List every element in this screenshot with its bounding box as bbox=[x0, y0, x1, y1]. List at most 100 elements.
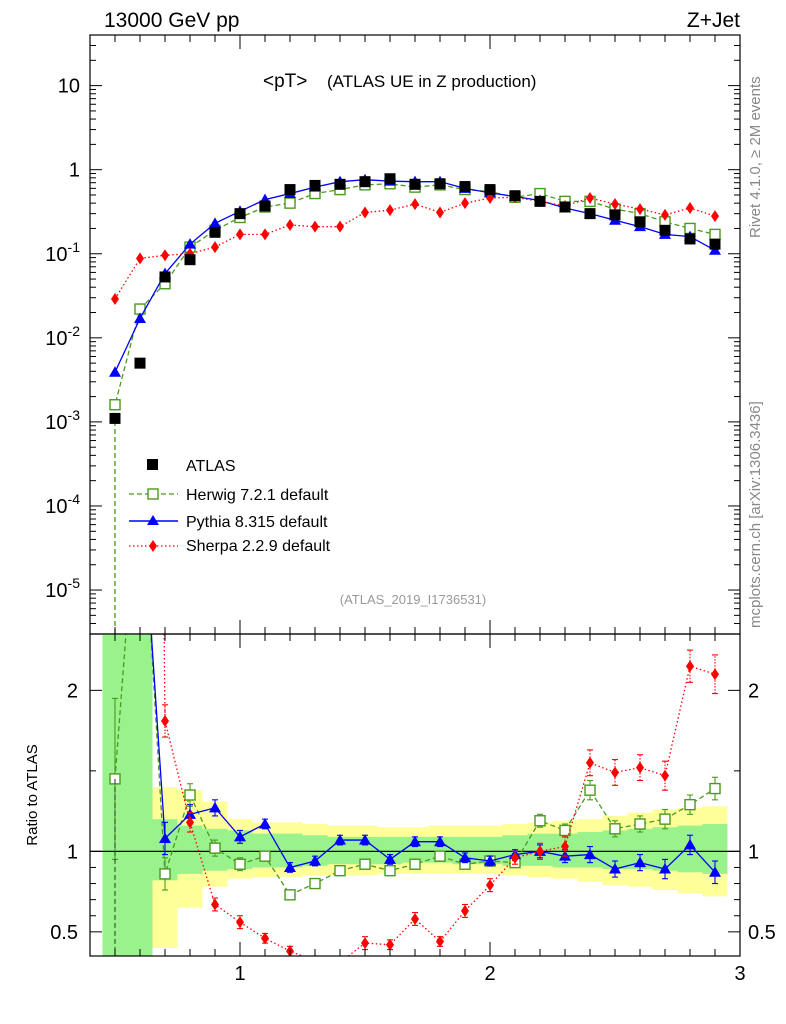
pythia-ratio-point bbox=[634, 856, 646, 868]
main-ytick-label: 10 bbox=[58, 76, 80, 98]
sherpa-ratio-point bbox=[536, 845, 544, 858]
ratio-ytick-label-right: 1 bbox=[748, 841, 759, 863]
herwig-ratio-point bbox=[234, 858, 246, 870]
atlas-data-point bbox=[584, 208, 596, 220]
pythia-ratio-point bbox=[659, 863, 671, 874]
energy-label: 13000 GeV pp bbox=[104, 9, 239, 32]
pythia-ratio-point bbox=[384, 853, 396, 864]
plot-title-sub: (ATLAS UE in Z production) bbox=[327, 72, 536, 91]
main-ytick-label: 10-2 bbox=[45, 323, 80, 350]
atlas-data-point bbox=[284, 184, 296, 196]
legend-marker-atlas bbox=[147, 459, 158, 470]
atlas-data-point bbox=[509, 190, 521, 202]
process-label: Z+Jet bbox=[687, 9, 740, 32]
legend-marker-herwig bbox=[147, 488, 159, 500]
sherpa-ratio-point bbox=[314, 954, 316, 956]
atlas-data-point bbox=[184, 254, 196, 266]
sherpa-ratio-point bbox=[636, 761, 644, 774]
atlas-data-point bbox=[234, 208, 246, 220]
herwig-ratio-point bbox=[634, 818, 646, 830]
sherpa-main-point bbox=[586, 192, 594, 205]
sherpa-ratio-point bbox=[386, 938, 394, 951]
herwig-ratio-point bbox=[609, 823, 621, 835]
main-axis-ticks: 10 1 10-1 10-2 10-3 10-4 10-5 bbox=[45, 34, 741, 635]
analysis-reference: (ATLAS_2019_I1736531) bbox=[340, 592, 486, 607]
sherpa-main-point bbox=[711, 210, 719, 223]
sherpa-main-point bbox=[461, 197, 469, 210]
ratio-ytick-label-left: 0.5 bbox=[50, 922, 78, 944]
sherpa-main-point bbox=[111, 292, 119, 305]
ratio-band-inner bbox=[127, 634, 153, 956]
sherpa-main-point bbox=[436, 206, 444, 219]
herwig-ratio-point bbox=[409, 858, 421, 870]
sherpa-ratio-point bbox=[586, 756, 594, 769]
sherpa-ratio-point bbox=[486, 879, 494, 892]
sherpa-ratio-point bbox=[261, 932, 269, 945]
main-ytick-label: 10-3 bbox=[45, 407, 80, 434]
sherpa-main-point bbox=[136, 252, 144, 265]
herwig-main-point bbox=[709, 228, 721, 241]
herwig-ratio-point bbox=[684, 798, 696, 811]
atlas-data-point bbox=[709, 238, 721, 250]
sherpa-main-point bbox=[611, 198, 619, 211]
pythia-ratio-point bbox=[584, 848, 596, 860]
ratio-xtick-label: 2 bbox=[484, 963, 495, 985]
main-ytick-label: 10-4 bbox=[45, 491, 80, 518]
sherpa-ratio-point bbox=[461, 904, 469, 917]
herwig-ratio-point bbox=[309, 877, 321, 890]
ratio-ytick-label-left: 2 bbox=[67, 680, 78, 702]
sherpa-ratio-point bbox=[661, 769, 669, 782]
pythia-ratio-point bbox=[209, 801, 221, 813]
atlas-data-point bbox=[384, 173, 396, 185]
sherpa-main-point bbox=[311, 220, 319, 233]
herwig-ratio-point bbox=[334, 864, 346, 877]
legend-label-herwig: Herwig 7.2.1 default bbox=[186, 487, 329, 504]
sherpa-ratio-point bbox=[411, 912, 419, 925]
sherpa-ratio-point bbox=[336, 956, 344, 968]
herwig-ratio-point bbox=[659, 813, 671, 825]
sherpa-ratio-point bbox=[561, 840, 569, 853]
pythia-ratio-point bbox=[409, 835, 421, 847]
ratio-xtick-label: 1 bbox=[234, 963, 245, 985]
herwig-ratio-point bbox=[434, 850, 446, 862]
atlas-data-point bbox=[259, 200, 271, 212]
ratio-xtick-label: 3 bbox=[734, 963, 745, 985]
herwig-ratio-point bbox=[159, 868, 171, 880]
sherpa-main-point bbox=[636, 203, 644, 216]
ratio-data-layer bbox=[90, 634, 740, 968]
ratio-ytick-label-right: 2 bbox=[748, 680, 759, 702]
legend-marker-pythia bbox=[147, 515, 159, 525]
ratio-frame bbox=[89, 633, 741, 957]
legend-label-sherpa: Sherpa 2.2.9 default bbox=[186, 538, 331, 555]
atlas-data-point bbox=[559, 201, 571, 213]
herwig-ratio-point bbox=[384, 864, 396, 877]
atlas-data-point bbox=[434, 178, 446, 190]
main-ytick-label: 1 bbox=[69, 160, 80, 182]
sherpa-main-point bbox=[211, 241, 219, 254]
atlas-data-point bbox=[109, 412, 121, 424]
pythia-main-point bbox=[209, 217, 221, 228]
ratio-panel: 1 2 30.5 0.51 12 2 Ratio to ATLAS bbox=[24, 633, 776, 985]
pythia-ratio-point bbox=[259, 817, 271, 829]
pythia-ratio-point bbox=[459, 851, 471, 863]
herwig-ratio-point bbox=[534, 815, 546, 827]
pythia-ratio-point bbox=[159, 832, 171, 843]
herwig-ratio-point bbox=[209, 842, 221, 854]
sherpa-main-point bbox=[386, 204, 394, 217]
herwig-ratio-point bbox=[359, 858, 371, 870]
sherpa-ratio-point bbox=[511, 851, 519, 864]
ratio-axis-label: Ratio to ATLAS bbox=[24, 744, 41, 845]
atlas-data-point bbox=[359, 176, 371, 188]
pythia-ratio-point bbox=[309, 855, 321, 866]
sherpa-main-point bbox=[686, 202, 694, 215]
atlas-data-point bbox=[409, 178, 421, 190]
pythia-ratio-point bbox=[609, 863, 621, 874]
pythia-ratio-point bbox=[709, 866, 721, 877]
pythia-ratio-point bbox=[684, 838, 696, 850]
sherpa-ratio-point bbox=[211, 898, 219, 911]
atlas-data-point bbox=[134, 357, 146, 369]
pythia-main-point bbox=[134, 312, 146, 323]
sherpa-ratio-point bbox=[686, 660, 694, 673]
pythia-ratio-point bbox=[434, 835, 446, 847]
